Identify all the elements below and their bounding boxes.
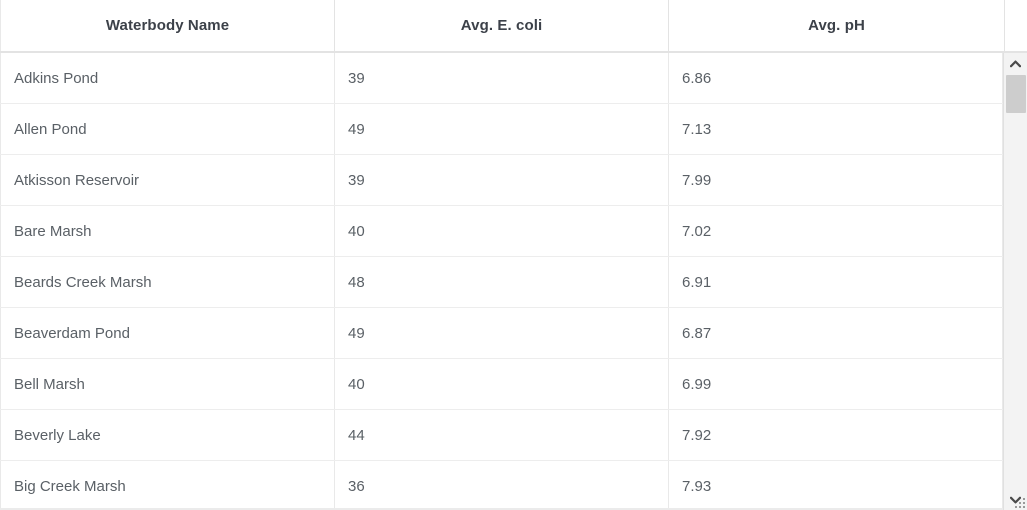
table-bottom-edge bbox=[0, 508, 1003, 510]
resize-grip-icon[interactable] bbox=[1015, 498, 1026, 509]
chevron-up-icon bbox=[1010, 60, 1021, 68]
cell-ph: 7.02 bbox=[669, 206, 1003, 256]
cell-ph: 6.99 bbox=[669, 359, 1003, 409]
cell-ecoli: 40 bbox=[335, 359, 669, 409]
cell-name: Allen Pond bbox=[0, 104, 335, 154]
cell-ph: 7.93 bbox=[669, 461, 1003, 510]
cell-name: Beaverdam Pond bbox=[0, 308, 335, 358]
cell-ecoli: 49 bbox=[335, 104, 669, 154]
cell-ecoli: 36 bbox=[335, 461, 669, 510]
table-row[interactable]: Beaverdam Pond 49 6.87 bbox=[0, 308, 1003, 359]
cell-ecoli: 44 bbox=[335, 410, 669, 460]
table-row[interactable]: Atkisson Reservoir 39 7.99 bbox=[0, 155, 1003, 206]
table-row[interactable]: Bare Marsh 40 7.02 bbox=[0, 206, 1003, 257]
table-row[interactable]: Allen Pond 49 7.13 bbox=[0, 104, 1003, 155]
cell-ph: 6.87 bbox=[669, 308, 1003, 358]
cell-ecoli: 40 bbox=[335, 206, 669, 256]
cell-ph: 7.99 bbox=[669, 155, 1003, 205]
cell-ph: 7.13 bbox=[669, 104, 1003, 154]
table-body[interactable]: Adkins Pond 39 6.86 Allen Pond 49 7.13 Atkisso… bbox=[0, 53, 1003, 510]
cell-ecoli: 49 bbox=[335, 308, 669, 358]
cell-ph: 6.86 bbox=[669, 53, 1003, 103]
vertical-scrollbar[interactable] bbox=[1003, 53, 1027, 510]
cell-name: Atkisson Reservoir bbox=[0, 155, 335, 205]
column-header-avg-ph[interactable]: Avg. pH bbox=[669, 0, 1005, 51]
scrollbar-thumb[interactable] bbox=[1006, 75, 1026, 113]
cell-name: Bell Marsh bbox=[0, 359, 335, 409]
table-row[interactable]: Beverly Lake 44 7.92 bbox=[0, 410, 1003, 461]
column-header-avg-ecoli[interactable]: Avg. E. coli bbox=[335, 0, 669, 51]
column-header-label: Avg. E. coli bbox=[460, 17, 543, 34]
scroll-down-button[interactable] bbox=[1004, 489, 1027, 510]
table-row[interactable]: Beards Creek Marsh 48 6.91 bbox=[0, 257, 1003, 308]
cell-ecoli: 39 bbox=[335, 53, 669, 103]
cell-name: Beards Creek Marsh bbox=[0, 257, 335, 307]
cell-name: Bare Marsh bbox=[0, 206, 335, 256]
table-header-row: Waterbody Name Avg. E. coli Avg. pH bbox=[0, 0, 1027, 53]
scroll-up-button[interactable] bbox=[1004, 53, 1027, 74]
table-row[interactable]: Adkins Pond 39 6.86 bbox=[0, 53, 1003, 104]
cell-name: Big Creek Marsh bbox=[0, 461, 335, 510]
cell-ph: 7.92 bbox=[669, 410, 1003, 460]
cell-name: Adkins Pond bbox=[0, 53, 335, 103]
cell-name: Beverly Lake bbox=[0, 410, 335, 460]
cell-ecoli: 48 bbox=[335, 257, 669, 307]
column-header-waterbody-name[interactable]: Waterbody Name bbox=[0, 0, 335, 51]
cell-ecoli: 39 bbox=[335, 155, 669, 205]
cell-ph: 6.91 bbox=[669, 257, 1003, 307]
column-header-label: Waterbody Name bbox=[105, 17, 230, 34]
chevron-down-icon bbox=[1010, 496, 1021, 504]
table-row[interactable]: Big Creek Marsh 36 7.93 bbox=[0, 461, 1003, 510]
table-row[interactable]: Bell Marsh 40 6.99 bbox=[0, 359, 1003, 410]
column-header-label: Avg. pH bbox=[808, 17, 865, 34]
